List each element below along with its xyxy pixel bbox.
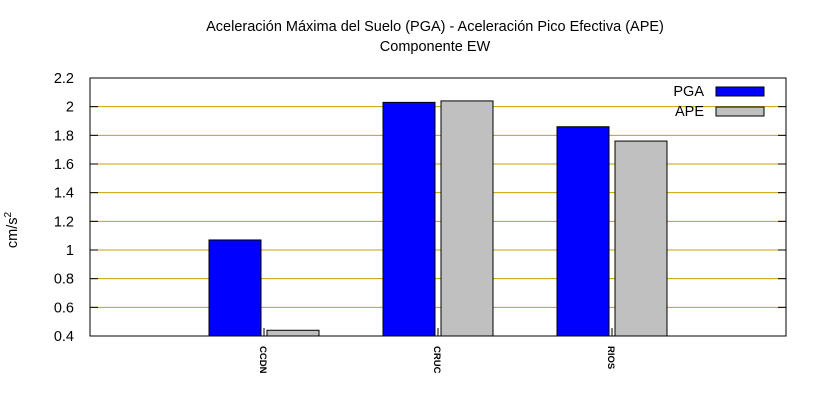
legend-swatch-ape — [715, 106, 765, 117]
bars — [208, 100, 668, 337]
y-tick-label: 1.8 — [54, 128, 74, 144]
x-axis: CCDN CRUC RIOS — [257, 328, 616, 374]
y-tick-label: 2.2 — [54, 71, 74, 87]
legend-label-ape: APE — [675, 104, 704, 120]
x-tick-label-rios: RIOS — [605, 346, 616, 369]
bar-ape-cruc — [440, 100, 494, 337]
y-axis: 0.4 0.6 0.8 1 1.2 1.4 1.6 1.8 2 2.2 — [54, 71, 786, 345]
y-axis-label: cm/s2 — [3, 211, 21, 248]
bar-pga-ccdn — [208, 239, 262, 337]
y-tick-label: 2 — [66, 100, 74, 116]
bar-pga-cruc — [382, 101, 436, 337]
y-tick-label: 0.8 — [54, 272, 74, 288]
y-tick-label: 1.6 — [54, 157, 74, 173]
y-tick-label: 1.4 — [54, 186, 74, 202]
gridlines — [90, 106, 786, 308]
x-tick-label-cruc: CRUC — [431, 346, 442, 374]
bar-ape-rios — [614, 140, 668, 337]
legend-swatch-pga — [715, 86, 765, 97]
y-tick-label: 0.4 — [54, 329, 74, 345]
bar-pga-rios — [556, 126, 610, 337]
bar-ape-ccdn — [266, 329, 320, 337]
y-axis-label-unit: cm/s — [5, 217, 21, 248]
y-axis-label-exponent: 2 — [3, 211, 14, 217]
chart-subtitle: Componente EW — [380, 39, 491, 55]
y-tick-label: 1.2 — [54, 214, 74, 230]
y-tick-label: 1 — [66, 243, 74, 259]
y-tick-label: 0.6 — [54, 300, 74, 316]
chart-title: Aceleración Máxima del Suelo (PGA) - Ace… — [206, 19, 664, 35]
legend: PGA APE — [673, 84, 765, 120]
x-tick-label-ccdn: CCDN — [257, 346, 268, 374]
legend-label-pga: PGA — [673, 84, 704, 100]
